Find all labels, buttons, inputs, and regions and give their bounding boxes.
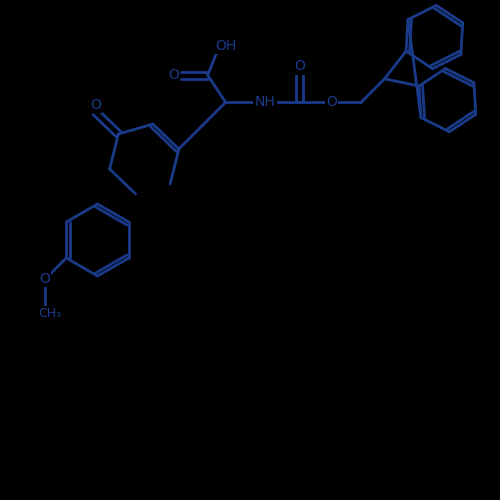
- Text: O: O: [294, 60, 305, 74]
- Text: OH: OH: [215, 38, 236, 52]
- Text: CH₃: CH₃: [38, 307, 62, 320]
- Text: O: O: [39, 272, 50, 286]
- Text: NH: NH: [254, 95, 275, 109]
- Text: O: O: [90, 98, 101, 112]
- Text: O: O: [326, 95, 337, 109]
- Text: O: O: [168, 68, 179, 82]
